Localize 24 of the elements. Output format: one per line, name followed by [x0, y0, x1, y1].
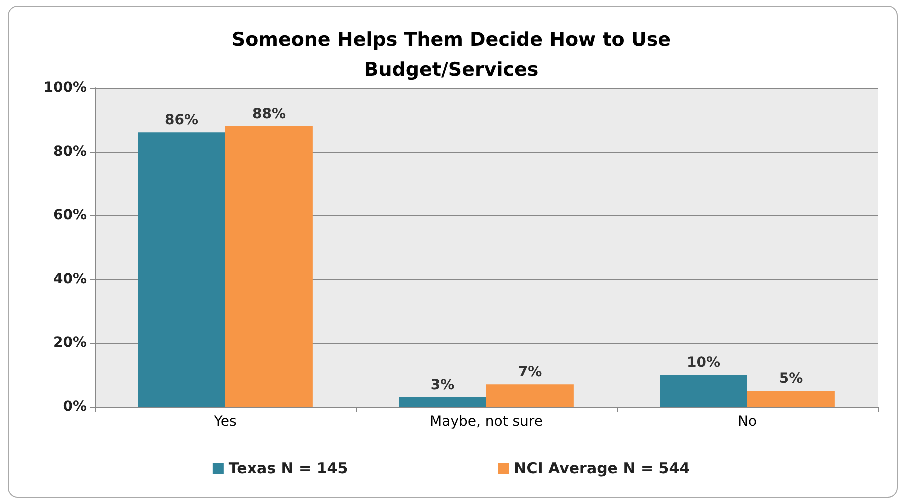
x-tick-label: Maybe, not sure	[430, 414, 543, 430]
y-tick-label: 0%	[63, 399, 87, 415]
y-tick-label: 40%	[53, 271, 87, 288]
legend-label: Texas N = 145	[228, 460, 348, 478]
chart-title: Someone Helps Them Decide How to Use Budget/Services	[232, 29, 672, 81]
y-tick-label: 20%	[53, 335, 87, 352]
y-tick-label: 60%	[53, 208, 87, 224]
bar	[748, 391, 835, 407]
data-label: 88%	[252, 106, 286, 122]
bar	[486, 384, 574, 407]
x-tick-label: Yes	[213, 414, 237, 430]
bar	[138, 132, 226, 407]
data-label: 10%	[687, 355, 721, 372]
bar	[660, 375, 748, 407]
x-tick-label: No	[738, 414, 758, 430]
data-label: 3%	[430, 377, 455, 394]
bar	[399, 397, 486, 407]
data-label: 86%	[165, 112, 199, 129]
bar	[226, 126, 313, 407]
data-label: 5%	[779, 371, 804, 388]
y-tick-label: 80%	[53, 144, 87, 160]
legend-label: NCI Average N = 544	[514, 460, 690, 478]
data-label: 7%	[518, 364, 542, 381]
y-tick-label: 100%	[44, 80, 87, 96]
